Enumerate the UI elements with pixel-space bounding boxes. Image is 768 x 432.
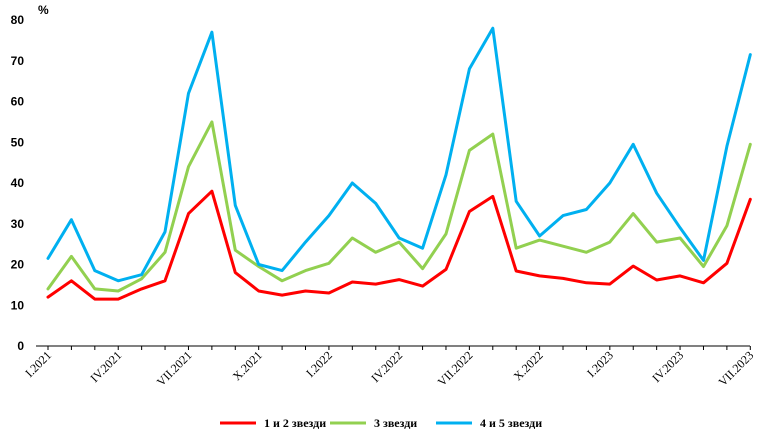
y-tick-label: 10	[11, 298, 25, 312]
y-tick-label: 80	[11, 13, 25, 27]
y-tick-label: 20	[11, 258, 25, 272]
y-tick-label: 30	[11, 217, 25, 231]
x-axis: I.2021 IV.2021 VII.2021 X.2021 I.2022 IV.2022…	[22, 345, 757, 389]
y-tick-label: 70	[11, 54, 25, 68]
x-tick-label: IV.2022	[368, 348, 405, 385]
x-tick-label: X.2021	[230, 348, 265, 383]
series-line-3	[46, 26, 752, 283]
y-tick-label: 40	[11, 176, 25, 190]
legend-label-1: 1 и 2 звезди	[264, 416, 326, 430]
series-lines	[46, 26, 752, 301]
y-tick-label: 50	[11, 135, 25, 149]
x-tick-label: X.2022	[511, 348, 546, 383]
y-tick-label: 60	[11, 95, 25, 109]
y-axis: 0 10 20 30 40 50 60 70 80	[11, 13, 25, 353]
y-tick-label: 0	[17, 339, 24, 353]
legend-label-2: 3 звезди	[374, 416, 417, 430]
x-tick-label: IV.2023	[649, 348, 686, 385]
x-tick-label: I.2022	[303, 348, 335, 380]
y-unit-label: %	[38, 3, 49, 17]
x-tick-label: I.2021	[22, 348, 54, 380]
x-tick-label: VII.2023	[716, 348, 757, 389]
series-line-1	[46, 189, 752, 301]
legend: 1 и 2 звезди 3 звезди 4 и 5 звезди	[220, 416, 542, 430]
x-tick-label: I.2023	[584, 348, 616, 380]
series-line-2	[46, 120, 752, 293]
x-tick-label: VII.2022	[435, 348, 476, 389]
x-tick-label: VII.2021	[154, 348, 195, 389]
legend-label-3: 4 и 5 звезди	[480, 416, 542, 430]
x-tick-label: IV.2021	[87, 348, 124, 385]
